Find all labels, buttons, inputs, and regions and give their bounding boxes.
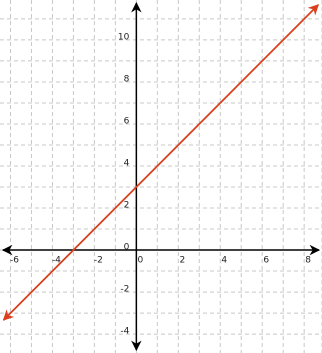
x-tick-label: -6 (10, 256, 19, 266)
y-tick-label: -2 (120, 285, 129, 295)
x-tick-label: 8 (305, 256, 311, 266)
x-tick-label: 2 (179, 256, 185, 266)
x-tick-label: 4 (221, 256, 227, 266)
y-tick-label: 8 (124, 74, 130, 84)
y-tick-label: 10 (118, 32, 130, 42)
x-tick-label: 0 (137, 256, 143, 266)
y-tick-label: 6 (124, 116, 130, 126)
y-tick-label: 0 (124, 243, 130, 253)
y-tick-label: 4 (124, 158, 130, 168)
y-tick-label: -4 (120, 327, 129, 337)
x-tick-label: -2 (94, 256, 103, 266)
x-tick-label: 6 (263, 256, 269, 266)
line (2, 4, 319, 321)
plot (2, 4, 319, 321)
y-tick-label: 2 (124, 201, 130, 211)
